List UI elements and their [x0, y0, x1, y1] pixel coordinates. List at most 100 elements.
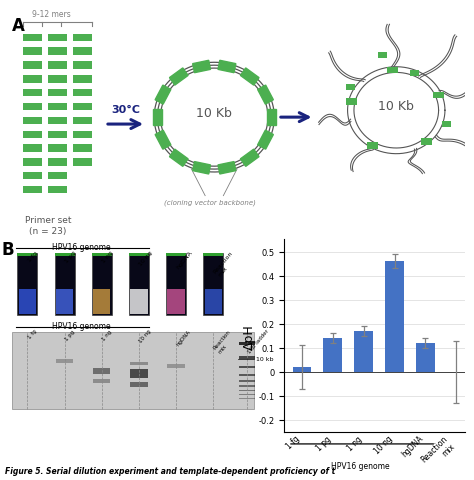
Bar	[92, 253, 112, 315]
Bar	[48, 62, 67, 70]
Polygon shape	[192, 61, 210, 73]
Bar	[205, 289, 222, 314]
Bar	[239, 366, 255, 369]
Bar	[23, 90, 42, 97]
Bar	[355, 331, 373, 372]
Bar	[48, 159, 67, 166]
Bar	[93, 369, 110, 374]
Bar	[23, 76, 42, 84]
Text: Reaction
mix: Reaction mix	[212, 328, 236, 353]
Bar	[203, 253, 223, 256]
Bar	[323, 338, 342, 372]
Text: 10 ng: 10 ng	[138, 328, 152, 344]
Bar	[93, 380, 110, 383]
Bar	[416, 343, 435, 372]
Text: 1Kb ladder: 1Kb ladder	[247, 328, 270, 354]
Bar	[385, 262, 404, 372]
Bar	[55, 253, 74, 256]
Bar	[48, 131, 67, 139]
Bar	[410, 72, 419, 77]
Bar	[48, 90, 67, 97]
Bar	[23, 104, 42, 111]
Bar	[239, 342, 255, 346]
Y-axis label: ΔpH: ΔpH	[243, 323, 256, 349]
Text: B: B	[1, 241, 14, 259]
Bar	[73, 62, 92, 70]
Text: Figure 5. Serial dilution experiment and template-dependent proficiency of t: Figure 5. Serial dilution experiment and…	[5, 466, 335, 475]
Bar	[129, 253, 149, 256]
Polygon shape	[240, 69, 259, 86]
Bar	[23, 35, 42, 42]
Text: 9-12 mers: 9-12 mers	[32, 10, 71, 19]
Bar	[130, 370, 147, 378]
Bar	[130, 362, 147, 365]
Bar	[346, 85, 356, 91]
Bar	[433, 93, 444, 99]
Bar	[23, 118, 42, 125]
Bar	[292, 367, 311, 372]
Bar	[48, 118, 67, 125]
Bar	[56, 360, 73, 363]
Text: 1 fg: 1 fg	[27, 328, 37, 340]
Text: 30°C: 30°C	[111, 105, 140, 115]
Polygon shape	[257, 131, 273, 150]
Bar	[92, 253, 112, 256]
Text: 1 ng: 1 ng	[101, 250, 114, 264]
Text: 10 Kb: 10 Kb	[196, 107, 232, 120]
Text: Reaction
mix: Reaction mix	[212, 250, 238, 277]
Text: HPV16 genome: HPV16 genome	[331, 461, 390, 470]
Bar	[166, 253, 186, 256]
Bar	[239, 380, 255, 382]
Bar	[239, 385, 255, 387]
Bar	[23, 187, 42, 194]
Bar	[420, 139, 431, 145]
Text: A: A	[12, 16, 25, 35]
Bar	[48, 35, 67, 42]
Bar	[367, 143, 378, 149]
Bar	[73, 76, 92, 84]
Bar	[387, 68, 398, 74]
Bar	[378, 53, 387, 59]
Bar	[73, 131, 92, 139]
Text: (cloning vector backbone): (cloning vector backbone)	[164, 199, 255, 205]
Bar	[18, 253, 37, 315]
Bar	[56, 289, 73, 314]
Text: 1 fg: 1 fg	[27, 250, 38, 262]
Text: Primer set
(n = 23): Primer set (n = 23)	[25, 216, 72, 235]
Polygon shape	[218, 162, 236, 175]
Bar	[48, 76, 67, 84]
Bar	[129, 253, 149, 315]
Polygon shape	[170, 150, 188, 167]
Polygon shape	[153, 109, 162, 126]
Bar	[346, 99, 357, 106]
Bar	[239, 398, 255, 399]
Bar	[442, 122, 451, 128]
Text: 1 pg: 1 pg	[64, 250, 77, 264]
Bar	[48, 173, 67, 180]
Bar	[239, 390, 255, 392]
Bar	[203, 253, 223, 315]
Polygon shape	[170, 69, 188, 86]
Text: HPV16 genome: HPV16 genome	[52, 243, 110, 252]
Text: hgDNA: hgDNA	[175, 328, 191, 346]
Bar	[73, 35, 92, 42]
Bar	[23, 159, 42, 166]
Polygon shape	[257, 86, 273, 105]
Bar	[12, 332, 254, 409]
Bar	[48, 48, 67, 56]
Bar	[48, 104, 67, 111]
Polygon shape	[155, 131, 171, 150]
Bar	[23, 62, 42, 70]
Polygon shape	[155, 86, 171, 105]
Bar	[73, 90, 92, 97]
Bar	[130, 382, 147, 387]
Polygon shape	[218, 61, 236, 73]
Bar	[167, 289, 185, 314]
Bar	[239, 356, 255, 359]
Bar	[93, 289, 110, 314]
Bar	[73, 104, 92, 111]
Bar	[130, 289, 147, 314]
Bar	[73, 159, 92, 166]
Bar	[23, 173, 42, 180]
Text: 1 ng: 1 ng	[101, 328, 113, 341]
